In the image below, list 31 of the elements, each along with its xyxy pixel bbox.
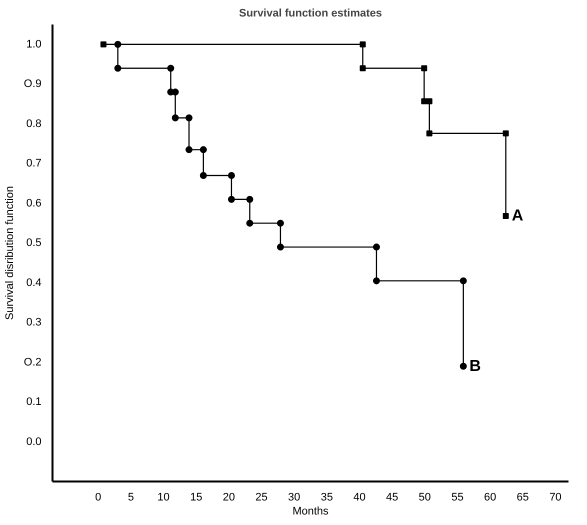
x-tick-label: 35 — [320, 492, 333, 504]
y-tick-label: 0.1 — [26, 396, 42, 408]
x-tick-label: 60 — [484, 492, 496, 504]
series-label: A — [512, 208, 524, 225]
y-tick-label: 0.6 — [26, 197, 42, 210]
x-tick-label: 65 — [516, 492, 529, 504]
x-tick-label: 70 — [549, 492, 562, 504]
y-tick-label: 0.8 — [26, 118, 42, 130]
y-tick-label: 0.7 — [26, 158, 42, 170]
x-tick-label: 50 — [418, 492, 431, 504]
y-tick-label: 0.0 — [26, 436, 42, 448]
x-tick-label: 15 — [190, 492, 202, 504]
y-axis-title: Survival disribution function — [4, 186, 16, 320]
x-tick-label: 25 — [255, 492, 268, 504]
y-tick-label: 1.0 — [26, 38, 42, 50]
x-tick-label: 30 — [288, 492, 300, 504]
x-axis-title: Months — [292, 506, 330, 518]
x-tick-label: 45 — [386, 492, 398, 504]
x-tick-label: 5 — [128, 492, 134, 504]
chart-title: Survival function estimates — [238, 8, 382, 20]
y-tick-label: 0.5 — [26, 237, 42, 250]
series-label: B — [469, 358, 481, 375]
y-tick-label: O.9 — [24, 78, 42, 90]
y-tick-label: 0.4 — [26, 276, 42, 289]
x-tick-label: 55 — [451, 492, 464, 504]
y-tick-label: O.2 — [24, 356, 42, 368]
y-tick-label: 0.3 — [26, 316, 42, 329]
x-tick-label: 20 — [222, 492, 235, 504]
x-tick-label: 0 — [95, 492, 102, 504]
x-tick-label: 40 — [353, 492, 366, 504]
x-tick-label: 10 — [157, 492, 170, 504]
